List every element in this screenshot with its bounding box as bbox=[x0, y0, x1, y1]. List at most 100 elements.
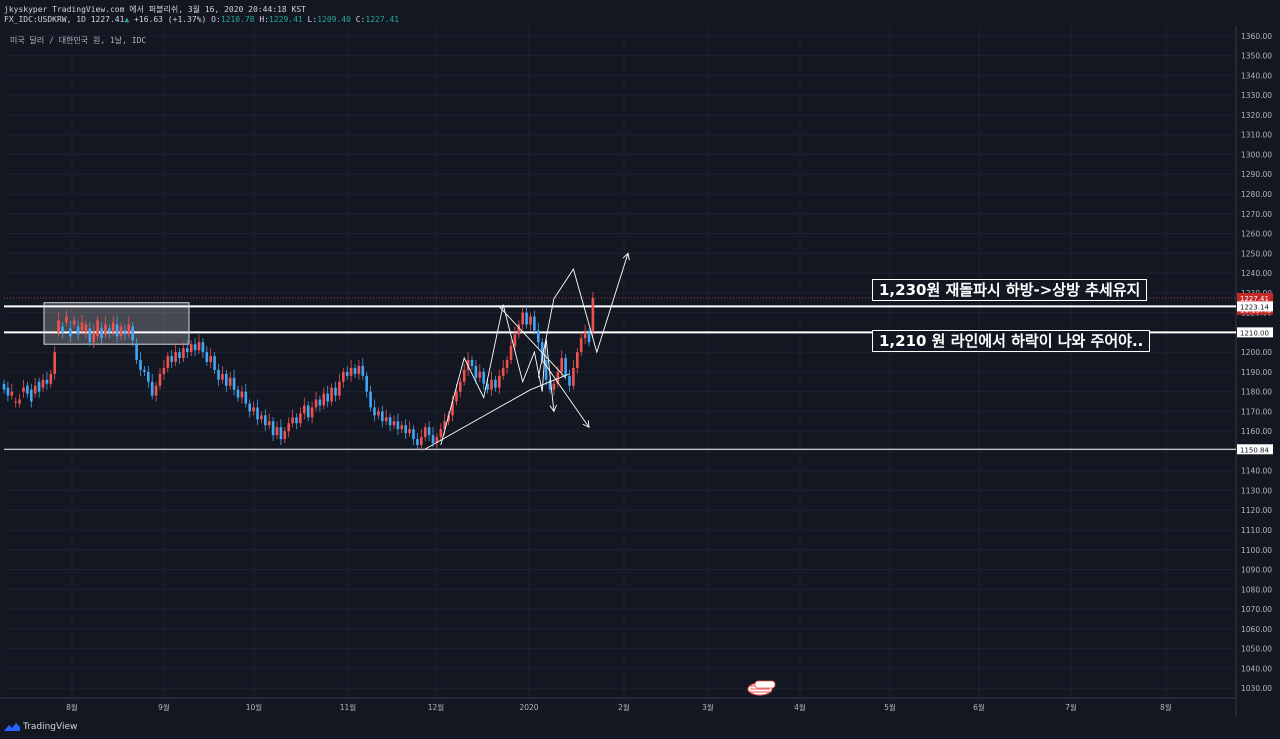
time-axis[interactable]: 8월 9월 10월 11월 12월 2020 2월 3월 4월 5월 6월 7월 8월 bbox=[66, 702, 1172, 712]
candles bbox=[2, 292, 595, 451]
candle-body bbox=[392, 421, 396, 426]
up-arrow-icon: ▲ bbox=[124, 15, 130, 24]
candle-body bbox=[517, 324, 521, 335]
symbol-text: FX_IDC:USDKRW, 1D bbox=[4, 15, 86, 24]
candle-body bbox=[537, 330, 540, 343]
candle-body bbox=[482, 371, 485, 384]
candle-body bbox=[131, 326, 134, 341]
candle-body bbox=[447, 415, 450, 422]
y-tick-label: 1310.00 bbox=[1241, 131, 1272, 140]
candle-body bbox=[182, 348, 185, 359]
last-price: 1227.41 bbox=[90, 15, 125, 24]
price-axis[interactable]: 1030.00 1040.00 1050.00 1060.00 1070.00 1080.… bbox=[1241, 32, 1272, 693]
y-tick-label: 1140.00 bbox=[1241, 467, 1272, 476]
candle-body bbox=[96, 320, 99, 337]
candle-body bbox=[127, 324, 131, 335]
rise-scenario-arrowhead bbox=[622, 252, 630, 261]
y-tick-label: 1290.00 bbox=[1241, 170, 1272, 179]
y-tick-label: 1330.00 bbox=[1241, 91, 1272, 100]
ohlc-high-key: H: bbox=[259, 15, 269, 24]
x-tick-label: 8월 bbox=[1160, 702, 1172, 712]
x-tick-label: 11월 bbox=[340, 702, 357, 712]
ohlc-open-key: O: bbox=[211, 15, 221, 24]
candle-body bbox=[84, 324, 88, 333]
candle-body bbox=[529, 316, 532, 325]
candle-body bbox=[248, 403, 251, 412]
candle-body bbox=[139, 360, 142, 370]
price-tag-bg bbox=[1237, 292, 1273, 303]
y-tick-label: 1130.00 bbox=[1241, 486, 1272, 495]
candle-body bbox=[400, 425, 404, 430]
grid-lines bbox=[0, 26, 1237, 716]
y-tick-label: 1190.00 bbox=[1241, 368, 1272, 377]
candle-body bbox=[505, 360, 509, 368]
candle-body bbox=[591, 297, 595, 331]
candle-body bbox=[470, 360, 474, 366]
candle-body bbox=[548, 379, 552, 390]
y-tick-label: 1060.00 bbox=[1241, 625, 1272, 634]
candle-body bbox=[88, 328, 92, 343]
ohlc-low: 1209.40 bbox=[317, 15, 351, 24]
candle-body bbox=[228, 377, 232, 386]
y-tick-label: 1300.00 bbox=[1241, 150, 1272, 159]
candle-body bbox=[353, 367, 357, 374]
candle-body bbox=[10, 391, 14, 396]
y-tick-label: 1360.00 bbox=[1241, 32, 1272, 41]
y-tick-label: 1340.00 bbox=[1241, 71, 1272, 80]
annotation-lower[interactable]: 1,210 원 라인에서 하락이 나와 주어야.. bbox=[872, 330, 1151, 352]
y-tick-label: 1080.00 bbox=[1241, 585, 1272, 594]
candle-body bbox=[381, 411, 384, 422]
price-tag-text: 1150.84 bbox=[1240, 446, 1269, 454]
candle-body bbox=[552, 383, 556, 390]
candle-body bbox=[579, 338, 583, 353]
ohlc-close: 1227.41 bbox=[365, 15, 400, 24]
candle-body bbox=[556, 371, 560, 384]
candle-body bbox=[525, 312, 528, 325]
y-tick-label: 1270.00 bbox=[1241, 210, 1272, 219]
candle-body bbox=[104, 324, 107, 335]
candle-body bbox=[576, 352, 579, 368]
price-tag-bg bbox=[1237, 301, 1273, 312]
candle-body bbox=[72, 320, 76, 325]
candle-body bbox=[377, 411, 380, 416]
tradingview-logo[interactable]: TradingView bbox=[4, 722, 77, 732]
y-tick-label: 1170.00 bbox=[1241, 407, 1272, 416]
zigzag-up-line bbox=[440, 304, 504, 446]
y-tick-label: 1240.00 bbox=[1241, 269, 1272, 278]
annotation-upper[interactable]: 1,230원 재돌파시 하방->상방 추세유지 bbox=[872, 279, 1148, 301]
candle-body bbox=[388, 417, 392, 426]
drop-scenario-2 bbox=[541, 359, 590, 428]
candle-body bbox=[342, 371, 345, 382]
candle-body bbox=[256, 407, 259, 420]
x-tick-label: 10월 bbox=[246, 702, 263, 712]
y-tick-label: 1350.00 bbox=[1241, 52, 1272, 61]
candle-body bbox=[587, 332, 591, 343]
candle-body bbox=[384, 417, 388, 422]
candle-body bbox=[318, 399, 322, 406]
price-tag-text: 1227.41 bbox=[1240, 295, 1269, 303]
candle-body bbox=[22, 387, 25, 392]
x-tick-label: 12월 bbox=[428, 702, 445, 712]
candle-body bbox=[18, 399, 21, 404]
candle-body bbox=[100, 328, 103, 339]
candle-body bbox=[345, 371, 349, 376]
x-tick-label: 9월 bbox=[158, 702, 170, 712]
range-box bbox=[43, 302, 190, 345]
candle-body bbox=[540, 342, 544, 361]
publish-info: jkyskyper TradingView.com 에서 퍼블리쉬, 3월 16… bbox=[4, 4, 306, 15]
candle-body bbox=[201, 342, 205, 353]
candle-body bbox=[283, 431, 287, 440]
ohlc-header: FX_IDC:USDKRW, 1D 1227.41▲ +16.63 (+1.37… bbox=[4, 15, 399, 24]
candle-body bbox=[205, 352, 209, 362]
candle-body bbox=[439, 429, 443, 438]
ohlc-open: 1210.78 bbox=[220, 15, 255, 24]
candle-body bbox=[416, 439, 419, 446]
candle-body bbox=[14, 401, 17, 403]
candle-body bbox=[365, 375, 368, 392]
candle-body bbox=[53, 352, 56, 374]
y-tick-label: 1260.00 bbox=[1241, 230, 1272, 239]
candle-body bbox=[459, 381, 462, 392]
candle-body bbox=[143, 369, 146, 372]
candle-body bbox=[57, 320, 60, 333]
